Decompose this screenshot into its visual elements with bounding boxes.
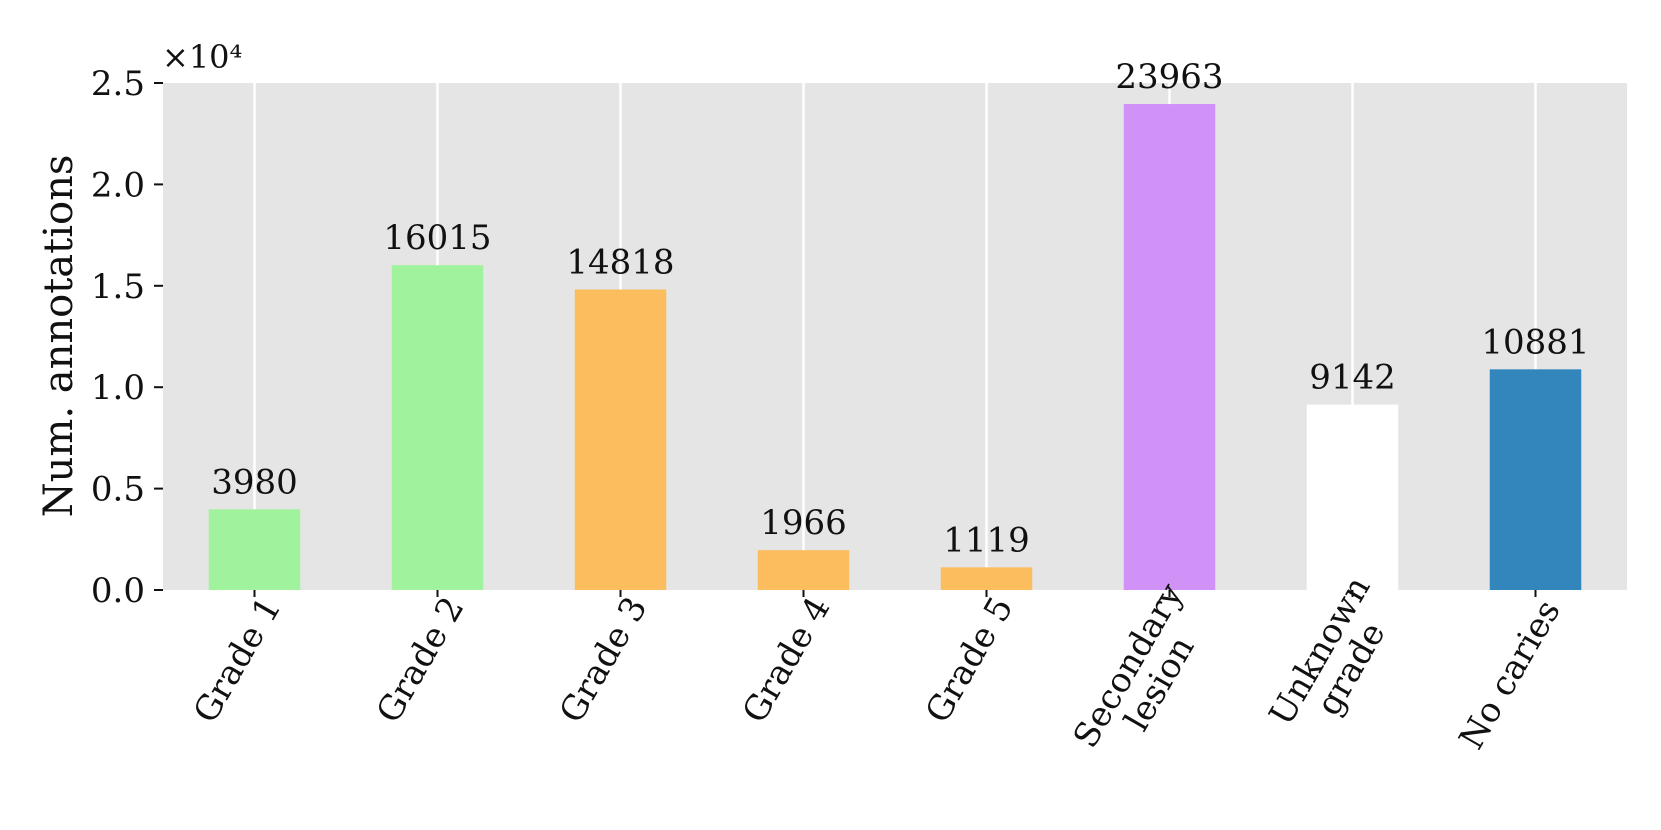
y-tick-label: 0.0 xyxy=(91,571,145,611)
x-tick-label-text: Grade 4 xyxy=(735,590,839,730)
x-tick-label-line: Grade 4 xyxy=(735,590,839,730)
bar-value-label: 16015 xyxy=(383,218,491,258)
x-tick-label-line: Grade 5 xyxy=(918,590,1022,730)
x-tick-label-text: No caries xyxy=(1452,593,1569,756)
x-tick-label: Grade 1 xyxy=(186,590,290,730)
x-tick-label-text: Secondarylesion xyxy=(1066,576,1223,773)
x-tick-label: Unknowngrade xyxy=(1262,570,1410,750)
x-tick-label: Grade 3 xyxy=(552,590,656,730)
x-tick-label: No caries xyxy=(1452,593,1569,756)
bar-value-label: 1119 xyxy=(943,520,1030,560)
y-tick-label: 2.0 xyxy=(91,165,145,205)
plot-background xyxy=(163,83,1627,590)
y-axis-multiplier: ×10⁴ xyxy=(162,38,242,76)
y-tick-label: 1.5 xyxy=(91,267,145,307)
x-tick-label-text: Unknowngrade xyxy=(1262,570,1410,750)
bar-grade-3 xyxy=(574,289,667,590)
bar-value-label: 9142 xyxy=(1309,358,1396,398)
bar-no-caries xyxy=(1489,369,1582,590)
x-tick-label-line: Grade 2 xyxy=(369,590,473,730)
bar-grade-1 xyxy=(208,509,301,590)
bar-value-label: 23963 xyxy=(1115,57,1223,97)
y-tick-label: 0.5 xyxy=(91,470,145,510)
bar-value-label: 3980 xyxy=(211,462,298,502)
bar-grade-5 xyxy=(940,567,1033,590)
x-tick-label-line: No caries xyxy=(1452,593,1569,756)
x-axis-ticks: Grade 1 Grade 2 Grade 3 Grade 4 Grade 5 Secon… xyxy=(186,570,1569,773)
y-axis-ticks: 0.0 0.5 1.0 1.5 2.0 2.5 xyxy=(91,64,163,611)
x-tick-label-text: Grade 5 xyxy=(918,590,1022,730)
y-axis-title: Num. annotations xyxy=(36,155,82,518)
bar-unknown-grade xyxy=(1306,404,1399,590)
x-tick-label: Grade 4 xyxy=(735,590,839,730)
y-tick-label: 2.5 xyxy=(91,64,145,104)
bar-value-label: 1966 xyxy=(760,503,847,543)
bar-value-label: 14818 xyxy=(566,242,674,282)
x-tick-label-text: Grade 2 xyxy=(369,590,473,730)
x-tick-label-line: Grade 3 xyxy=(552,590,656,730)
bar-secondary-lesion xyxy=(1123,104,1216,590)
y-tick-label: 1.0 xyxy=(91,368,145,408)
x-tick-label-text: Grade 1 xyxy=(186,590,290,730)
x-tick-label: Secondarylesion xyxy=(1066,576,1223,773)
x-tick-label-text: Grade 3 xyxy=(552,590,656,730)
bar-value-labels: 3980 16015 14818 1966 1119 23963 9142 10881 xyxy=(211,57,1589,560)
bar-grade-4 xyxy=(757,550,850,590)
x-tick-label: Grade 5 xyxy=(918,590,1022,730)
x-tick-label-line: Grade 1 xyxy=(186,590,290,730)
bar-grade-2 xyxy=(391,265,484,590)
x-tick-label: Grade 2 xyxy=(369,590,473,730)
bars xyxy=(208,104,1582,590)
bar-value-label: 10881 xyxy=(1481,322,1589,362)
